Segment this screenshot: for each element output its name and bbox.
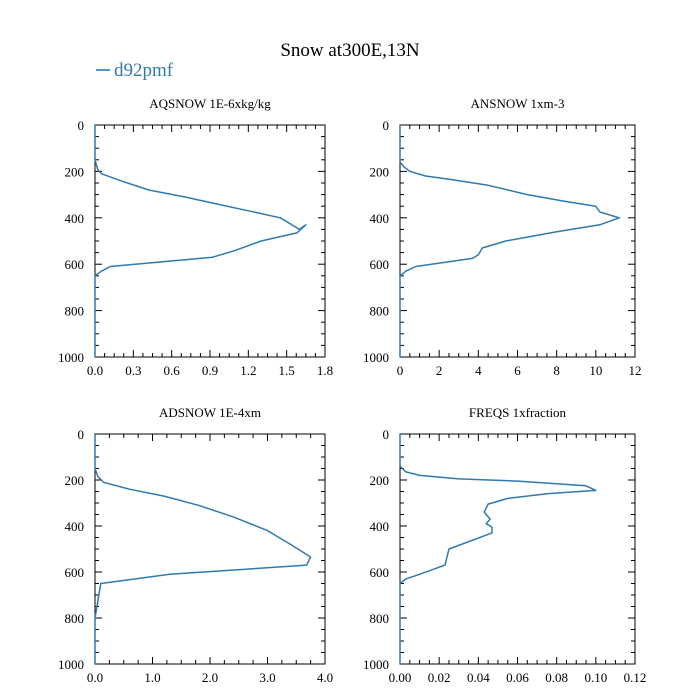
series-line-adsnow [94,434,312,664]
y-tick-label: 1000 [363,350,389,365]
x-tick-label: 0.10 [584,670,607,685]
x-tick-label: 0.0 [87,670,103,685]
x-tick-label: 0.0 [87,363,103,378]
panel-adsnow: ADSNOW 1E-4xm 0.0 1.0 2.0 3.0 4.0 0 200 400 600 80… [58,405,333,685]
y-tick-label: 1000 [363,657,389,672]
plot-frame [399,124,636,358]
panel-ansnow: ANSNOW 1xm-3 0 2 4 6 8 10 12 0 200 400 600 800 1000 [363,96,642,378]
plot-frame [94,124,326,358]
y-tick-label: 600 [370,565,390,580]
y-tick-label: 600 [65,565,85,580]
y-tick-label: 0 [383,427,390,442]
plot-frame [94,433,326,665]
x-tick-label: 0.00 [389,670,412,685]
x-tick-label: 4 [475,363,482,378]
y-tick-label: 200 [370,473,390,488]
x-tick-label: 0.06 [506,670,529,685]
series-line-aqsnow [94,125,307,357]
y-tick-label: 800 [65,611,85,626]
panel-title: FREQS 1xfraction [469,405,567,420]
plot-frame [399,433,636,665]
y-tick-label: 400 [65,519,85,534]
y-tick-label: 0 [78,427,85,442]
legend: d92pmf [96,60,174,81]
x-tick-label: 2 [436,363,443,378]
panel-aqsnow: AQSNOW 1E-6xkg/kg 0.0 0.3 0.6 0.9 1.2 1.5 1.8 0 2… [58,96,333,378]
x-tick-label: 10 [589,363,602,378]
panel-title: ANSNOW 1xm-3 [470,96,564,111]
x-tick-label: 0.12 [624,670,647,685]
series-line-ansnow [399,125,621,357]
y-tick-label: 400 [370,211,390,226]
y-tick-label: 1000 [58,350,84,365]
panel-title: AQSNOW 1E-6xkg/kg [149,96,271,111]
x-tick-label: 12 [629,363,642,378]
y-tick-label: 0 [383,118,390,133]
x-tick-label: 8 [553,363,560,378]
x-tick-label: 0.9 [202,363,218,378]
y-tick-label: 1000 [58,657,84,672]
y-tick-label: 400 [370,519,390,534]
x-tick-label: 1.8 [317,363,333,378]
x-tick-label: 1.2 [240,363,256,378]
y-tick-label: 600 [370,257,390,272]
y-tick-label: 200 [65,164,85,179]
x-tick-label: 0 [397,363,404,378]
x-tick-label: 1.5 [279,363,295,378]
panel-title: ADSNOW 1E-4xm [159,405,261,420]
x-tick-label: 1.0 [144,670,160,685]
x-tick-label: 6 [514,363,521,378]
y-tick-label: 200 [370,164,390,179]
y-tick-label: 600 [65,257,85,272]
x-tick-label: 0.08 [545,670,568,685]
y-tick-label: 800 [370,611,390,626]
x-tick-label: 3.0 [259,670,275,685]
y-tick-label: 800 [370,304,390,319]
x-tick-label: 0.3 [125,363,141,378]
panel-freqs: FREQS 1xfraction 0.00 0.02 0.04 0.06 0.08 0.10… [363,405,646,685]
x-tick-label: 0.02 [428,670,451,685]
x-tick-label: 2.0 [202,670,218,685]
y-tick-label: 800 [65,304,85,319]
x-tick-label: 0.04 [467,670,490,685]
figure-title: Snow at300E,13N [280,40,420,61]
legend-label: d92pmf [114,60,174,81]
y-tick-label: 200 [65,473,85,488]
panels: AQSNOW 1E-6xkg/kg 0.0 0.3 0.6 0.9 1.2 1.5 1.8 0 2… [58,96,646,685]
series-line-freqs [399,434,597,664]
y-tick-label: 0 [78,118,85,133]
x-tick-label: 4.0 [317,670,333,685]
x-tick-label: 0.6 [164,363,181,378]
y-tick-label: 400 [65,211,85,226]
